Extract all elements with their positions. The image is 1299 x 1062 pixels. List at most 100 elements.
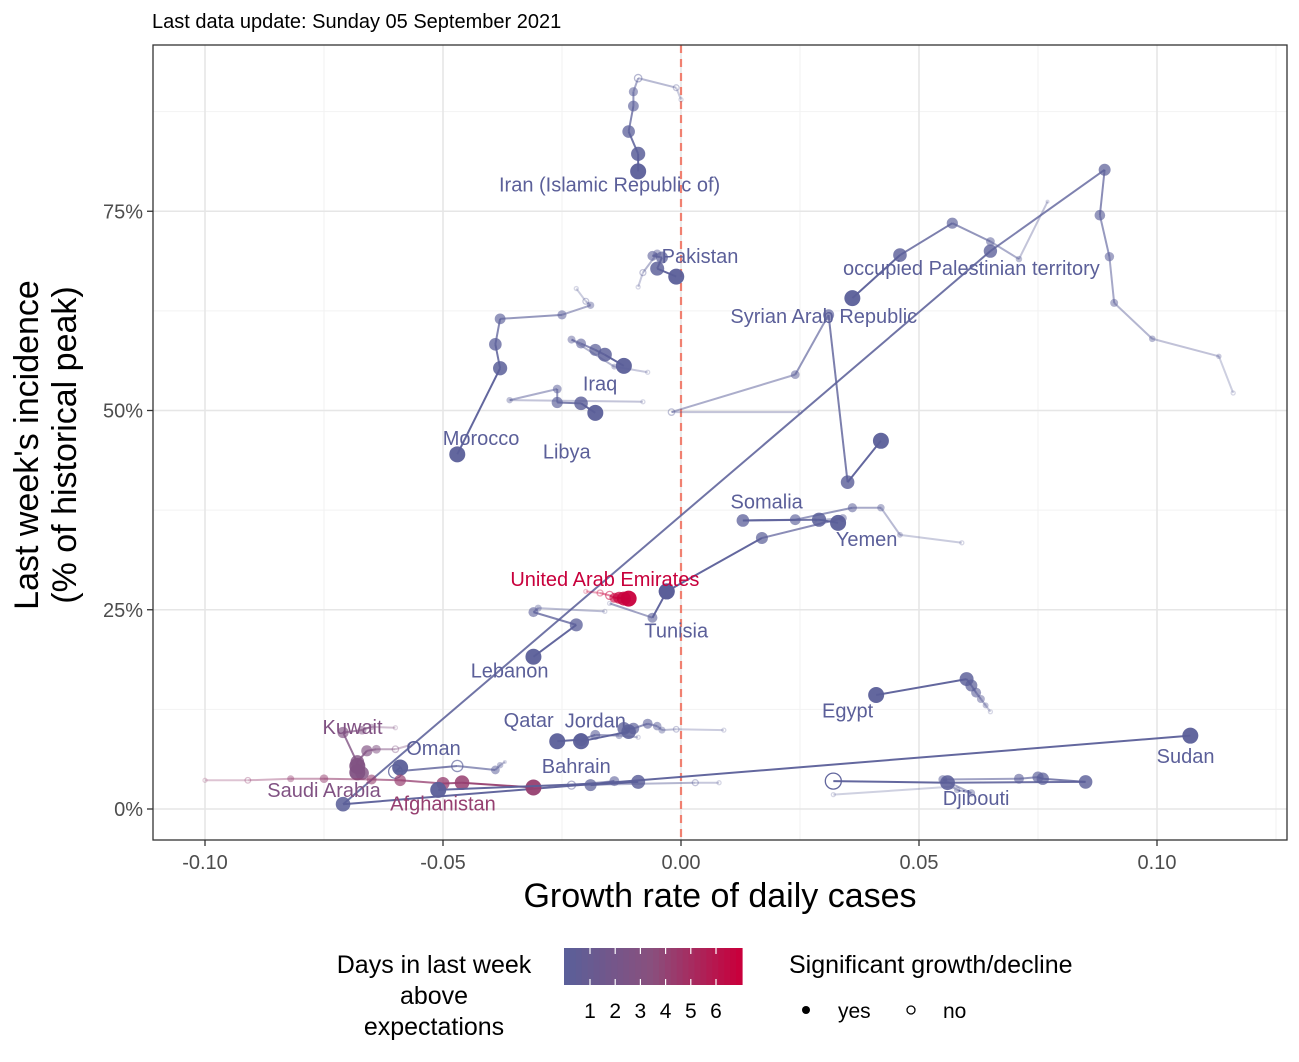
data-point: [868, 687, 885, 704]
data-point: [672, 84, 680, 92]
data-point: [551, 396, 563, 409]
data-point: [678, 97, 684, 103]
series-saudi-arabia: [337, 723, 399, 781]
trajectory-segment: [538, 607, 605, 613]
legend-color-title-3: expectations: [364, 1013, 504, 1041]
country-label: Egypt: [822, 700, 874, 722]
country-label: Oman: [406, 738, 460, 760]
y-tick-label: 75%: [103, 201, 143, 223]
trajectory-segment: [833, 780, 948, 784]
country-label: Pakistan: [662, 246, 739, 268]
data-point: [566, 780, 577, 790]
colorbar-step: [593, 948, 601, 985]
y-axis-title: Last week's incidence (% of historical p…: [8, 280, 84, 610]
caption: Last data update: Sunday 05 September 20…: [152, 11, 561, 33]
trajectory-segment: [661, 728, 677, 732]
trajectory-segment: [1108, 256, 1116, 304]
trajectory-segment: [833, 785, 953, 796]
data-point: [573, 733, 590, 750]
colorbar-step: [611, 948, 618, 985]
data-point: [496, 761, 504, 769]
data-point: [872, 432, 889, 449]
colorbar-step: [730, 948, 737, 985]
trajectory-segment: [675, 87, 682, 101]
trajectory-segment: [942, 777, 1019, 781]
data-point: [569, 618, 583, 632]
country-label: Syrian Arab Republic: [730, 306, 917, 328]
data-point: [454, 775, 470, 790]
trajectory-segment: [851, 254, 901, 299]
colorbar-step: [587, 948, 595, 985]
data-point: [611, 363, 618, 370]
country-label: United Arab Emirates: [510, 569, 699, 591]
country-label: Yemen: [836, 529, 898, 551]
data-point: [628, 100, 639, 112]
legend-color-title-1: Days in last week: [337, 951, 532, 979]
series-united-arab-emirates: [583, 588, 637, 607]
trajectory-segment: [342, 250, 992, 805]
colorbar-step: [724, 948, 731, 985]
trajectory-segment: [637, 77, 677, 89]
series-oman: [387, 759, 507, 779]
data-point: [628, 87, 639, 97]
colorbar-step: [706, 948, 713, 985]
colorbar-label: 5: [685, 1000, 697, 1023]
country-label: occupied Palestinian territory: [843, 258, 1100, 280]
data-point: [633, 73, 643, 83]
x-tick-label: 0.00: [662, 852, 701, 874]
data-point: [391, 745, 400, 754]
trajectory-segment: [846, 440, 882, 483]
country-label: Djibouti: [943, 788, 1010, 810]
data-point: [844, 290, 861, 307]
country-label: Kuwait: [323, 717, 383, 739]
trajectory-segment: [989, 168, 1106, 252]
data-point: [449, 446, 466, 463]
colorbar-step: [564, 948, 571, 985]
trajectory-segment: [980, 698, 987, 706]
legend-no-label: no: [943, 1000, 966, 1023]
colorbar-step: [736, 948, 743, 985]
data-point: [658, 583, 675, 600]
trajectory-segment: [795, 506, 853, 521]
colorbar-step: [617, 948, 624, 985]
series-morocco: [449, 285, 595, 463]
data-point: [506, 396, 513, 404]
data-point: [652, 721, 662, 731]
trajectory-segment: [1217, 355, 1235, 394]
country-label: Jordan: [565, 711, 626, 733]
data-point: [357, 725, 367, 735]
data-point: [982, 702, 989, 709]
data-point: [987, 709, 994, 715]
trajectory-segment: [395, 744, 410, 751]
y-tick-label: 0%: [114, 799, 143, 821]
trajectory-segment: [499, 761, 506, 766]
legend-yes-label: yes: [838, 1000, 871, 1023]
legend-color-title-2: above: [400, 982, 468, 1010]
country-label: Somalia: [731, 492, 804, 514]
data-point: [349, 764, 366, 781]
data-point: [366, 774, 377, 785]
data-point: [822, 309, 835, 321]
country-label: Sudan: [1157, 746, 1215, 768]
data-point: [602, 608, 608, 614]
country-label: Saudi Arabia: [267, 780, 381, 802]
trajectory-segment: [500, 313, 563, 320]
trajectory-segment: [1018, 201, 1049, 260]
data-point: [494, 313, 506, 325]
data-point: [525, 779, 542, 796]
series-tunisia: [606, 583, 675, 623]
colorbar-step: [676, 948, 684, 985]
trajectory-segment: [371, 725, 396, 729]
data-point: [525, 648, 542, 665]
data-point: [557, 310, 567, 320]
series-djibouti: [824, 771, 1093, 798]
data-point: [790, 370, 800, 380]
data-point: [1216, 353, 1222, 360]
axes: -0.10 -0.05 0.00 0.05 0.10 0% 25% 50% 75%: [103, 201, 1177, 874]
y-tick-label: 50%: [103, 401, 143, 423]
trajectory-segment: [585, 590, 601, 595]
country-label: Iraq: [583, 374, 617, 396]
country-label: Qatar: [504, 710, 554, 732]
colorbar-step: [581, 948, 589, 985]
data-point: [622, 125, 635, 138]
